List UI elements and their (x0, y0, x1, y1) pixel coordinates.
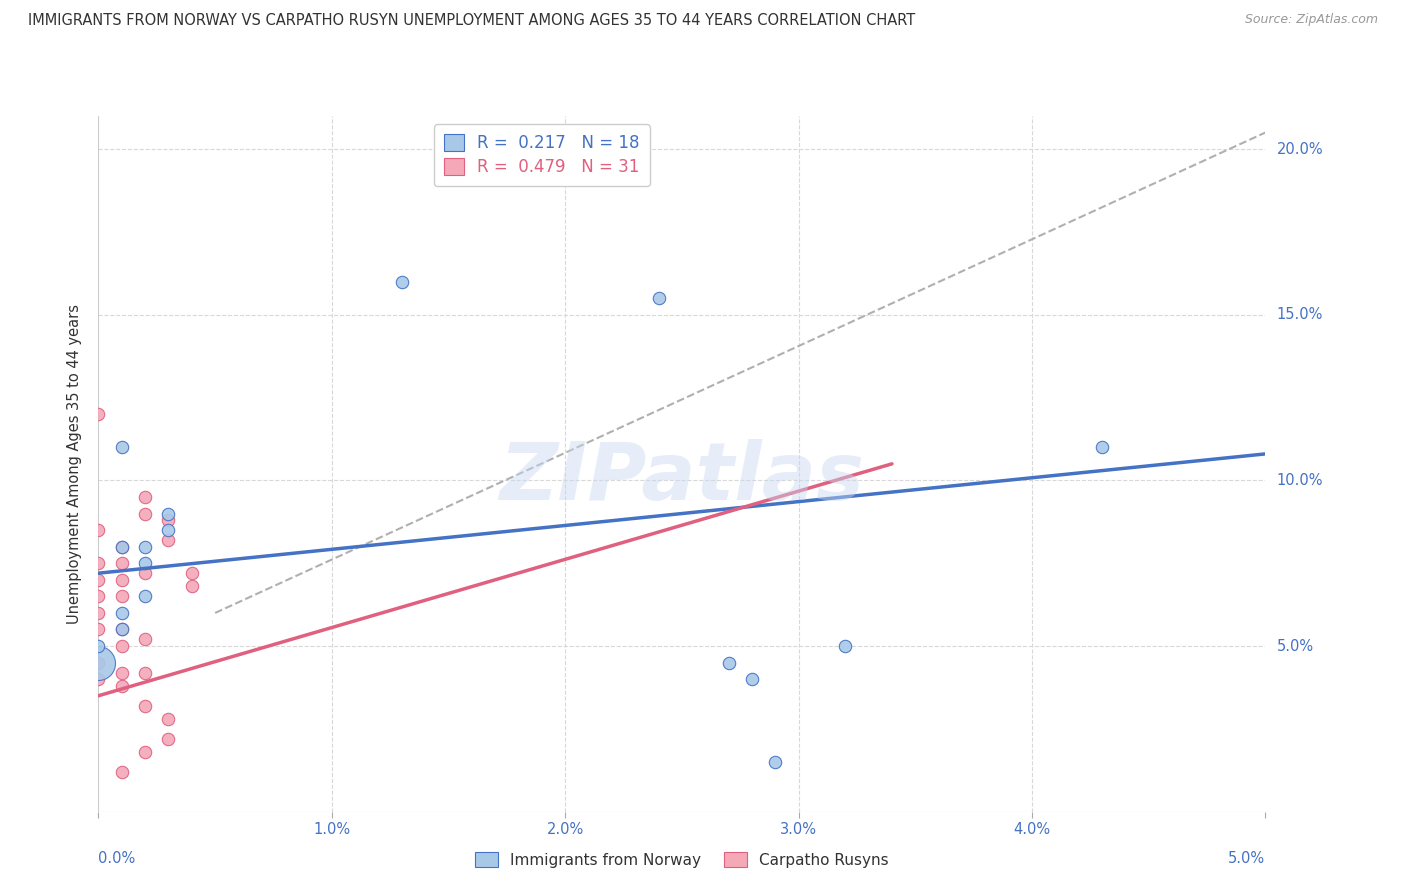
Point (111, 573, 134, 587)
Text: 20.0%: 20.0% (1277, 142, 1323, 157)
Point (134, 490, 156, 504)
Point (111, 665, 134, 680)
Point (134, 745, 156, 759)
Point (134, 665, 156, 680)
Point (134, 632, 156, 647)
Text: 5.0%: 5.0% (1229, 851, 1265, 865)
Point (391, 275, 413, 289)
Point (157, 523, 180, 537)
Point (87, 656, 110, 670)
Point (717, 656, 740, 670)
Point (647, 291, 669, 305)
Point (834, 639, 856, 653)
Point (134, 566, 156, 581)
Point (87, 590, 110, 604)
Point (180, 579, 202, 593)
Point (87, 573, 110, 587)
Text: 0.0%: 0.0% (98, 851, 135, 865)
Point (111, 764, 134, 779)
Point (741, 672, 763, 686)
Point (134, 540, 156, 554)
Text: IMMIGRANTS FROM NORWAY VS CARPATHO RUSYN UNEMPLOYMENT AMONG AGES 35 TO 44 YEARS : IMMIGRANTS FROM NORWAY VS CARPATHO RUSYN… (28, 13, 915, 29)
Point (157, 507, 180, 521)
Point (111, 623, 134, 637)
Point (157, 731, 180, 746)
Text: 10.0%: 10.0% (1277, 473, 1323, 488)
Point (134, 556, 156, 570)
Point (134, 507, 156, 521)
Point (111, 606, 134, 620)
Point (157, 712, 180, 726)
Point (111, 590, 134, 604)
Y-axis label: Unemployment Among Ages 35 to 44 years: Unemployment Among Ages 35 to 44 years (67, 304, 83, 624)
Legend: Immigrants from Norway, Carpatho Rusyns: Immigrants from Norway, Carpatho Rusyns (468, 846, 896, 873)
Point (111, 556, 134, 570)
Point (87, 556, 110, 570)
Text: ZIPatlas: ZIPatlas (499, 439, 865, 516)
Point (134, 590, 156, 604)
Text: Source: ZipAtlas.com: Source: ZipAtlas.com (1244, 13, 1378, 27)
Point (111, 623, 134, 637)
Point (87, 523, 110, 537)
Point (87, 656, 110, 670)
Text: 15.0%: 15.0% (1277, 307, 1323, 322)
Text: 5.0%: 5.0% (1277, 639, 1313, 654)
Point (87, 639, 110, 653)
Point (111, 540, 134, 554)
Point (763, 755, 786, 769)
Point (1091, 440, 1114, 454)
Point (87, 606, 110, 620)
Point (111, 540, 134, 554)
Point (87, 672, 110, 686)
Point (180, 566, 202, 581)
Point (111, 440, 134, 454)
Point (111, 679, 134, 693)
Point (87, 623, 110, 637)
Point (87, 407, 110, 421)
Point (111, 639, 134, 653)
Point (157, 513, 180, 527)
Point (134, 698, 156, 713)
Point (157, 533, 180, 547)
